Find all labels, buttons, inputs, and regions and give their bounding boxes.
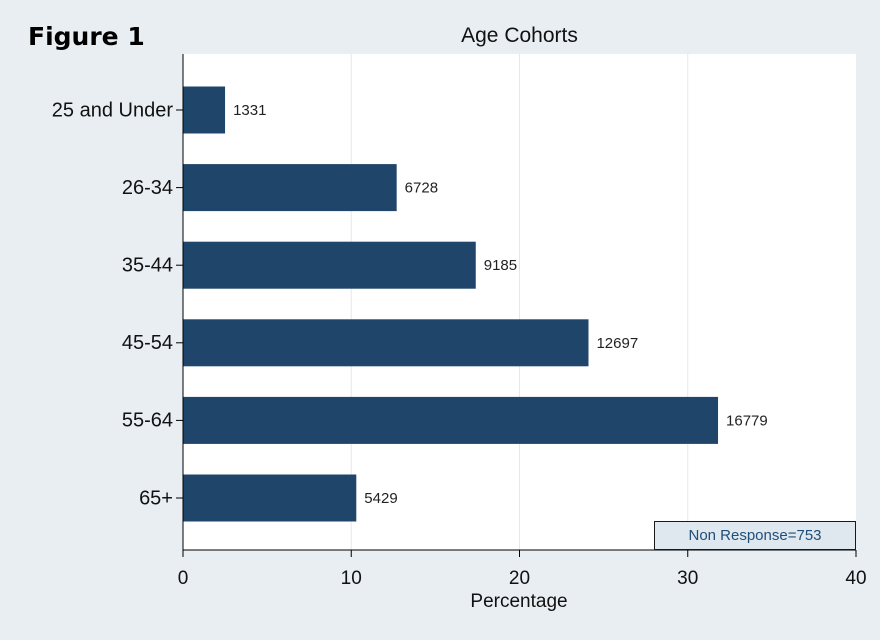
non-response-note: Non Response=753 — [654, 521, 856, 550]
x-ticks: 0 10 20 30 40 — [178, 550, 867, 589]
x-tick-label: 40 — [845, 568, 866, 589]
category-label: 55-64 — [122, 410, 173, 432]
category-label: 65+ — [139, 487, 173, 509]
category-label: 35-44 — [122, 254, 173, 276]
bar — [183, 474, 357, 522]
x-tick-label: 10 — [341, 568, 362, 589]
figure-label: Figure 1 — [28, 22, 145, 51]
data-labels: 1331 6728 9185 12697 16779 5429 — [233, 102, 768, 507]
category-label: 26-34 — [122, 177, 173, 199]
data-label: 12697 — [596, 335, 638, 352]
bar — [183, 241, 476, 289]
category-labels: 25 and Under 26-34 35-44 45-54 55-64 65+ — [52, 99, 183, 509]
category-label: 25 and Under — [52, 99, 174, 121]
data-label: 5429 — [364, 490, 397, 507]
data-label: 9185 — [484, 257, 517, 274]
bar — [183, 319, 589, 367]
chart-title: Age Cohorts — [461, 24, 578, 47]
data-label: 1331 — [233, 102, 266, 119]
x-tick-label: 0 — [178, 568, 189, 589]
gridlines — [350, 54, 689, 550]
bars — [183, 86, 719, 522]
category-label: 45-54 — [122, 332, 173, 354]
x-axis-label: Percentage — [470, 591, 567, 612]
x-tick-label: 20 — [509, 568, 530, 589]
bar — [183, 164, 397, 212]
bar — [183, 86, 226, 134]
data-label: 6728 — [405, 180, 438, 197]
bar — [183, 396, 719, 444]
data-label: 16779 — [726, 412, 768, 429]
x-tick-label: 30 — [677, 568, 698, 589]
